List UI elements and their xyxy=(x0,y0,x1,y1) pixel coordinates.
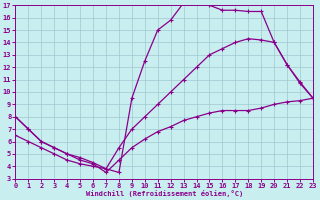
X-axis label: Windchill (Refroidissement éolien,°C): Windchill (Refroidissement éolien,°C) xyxy=(85,190,243,197)
